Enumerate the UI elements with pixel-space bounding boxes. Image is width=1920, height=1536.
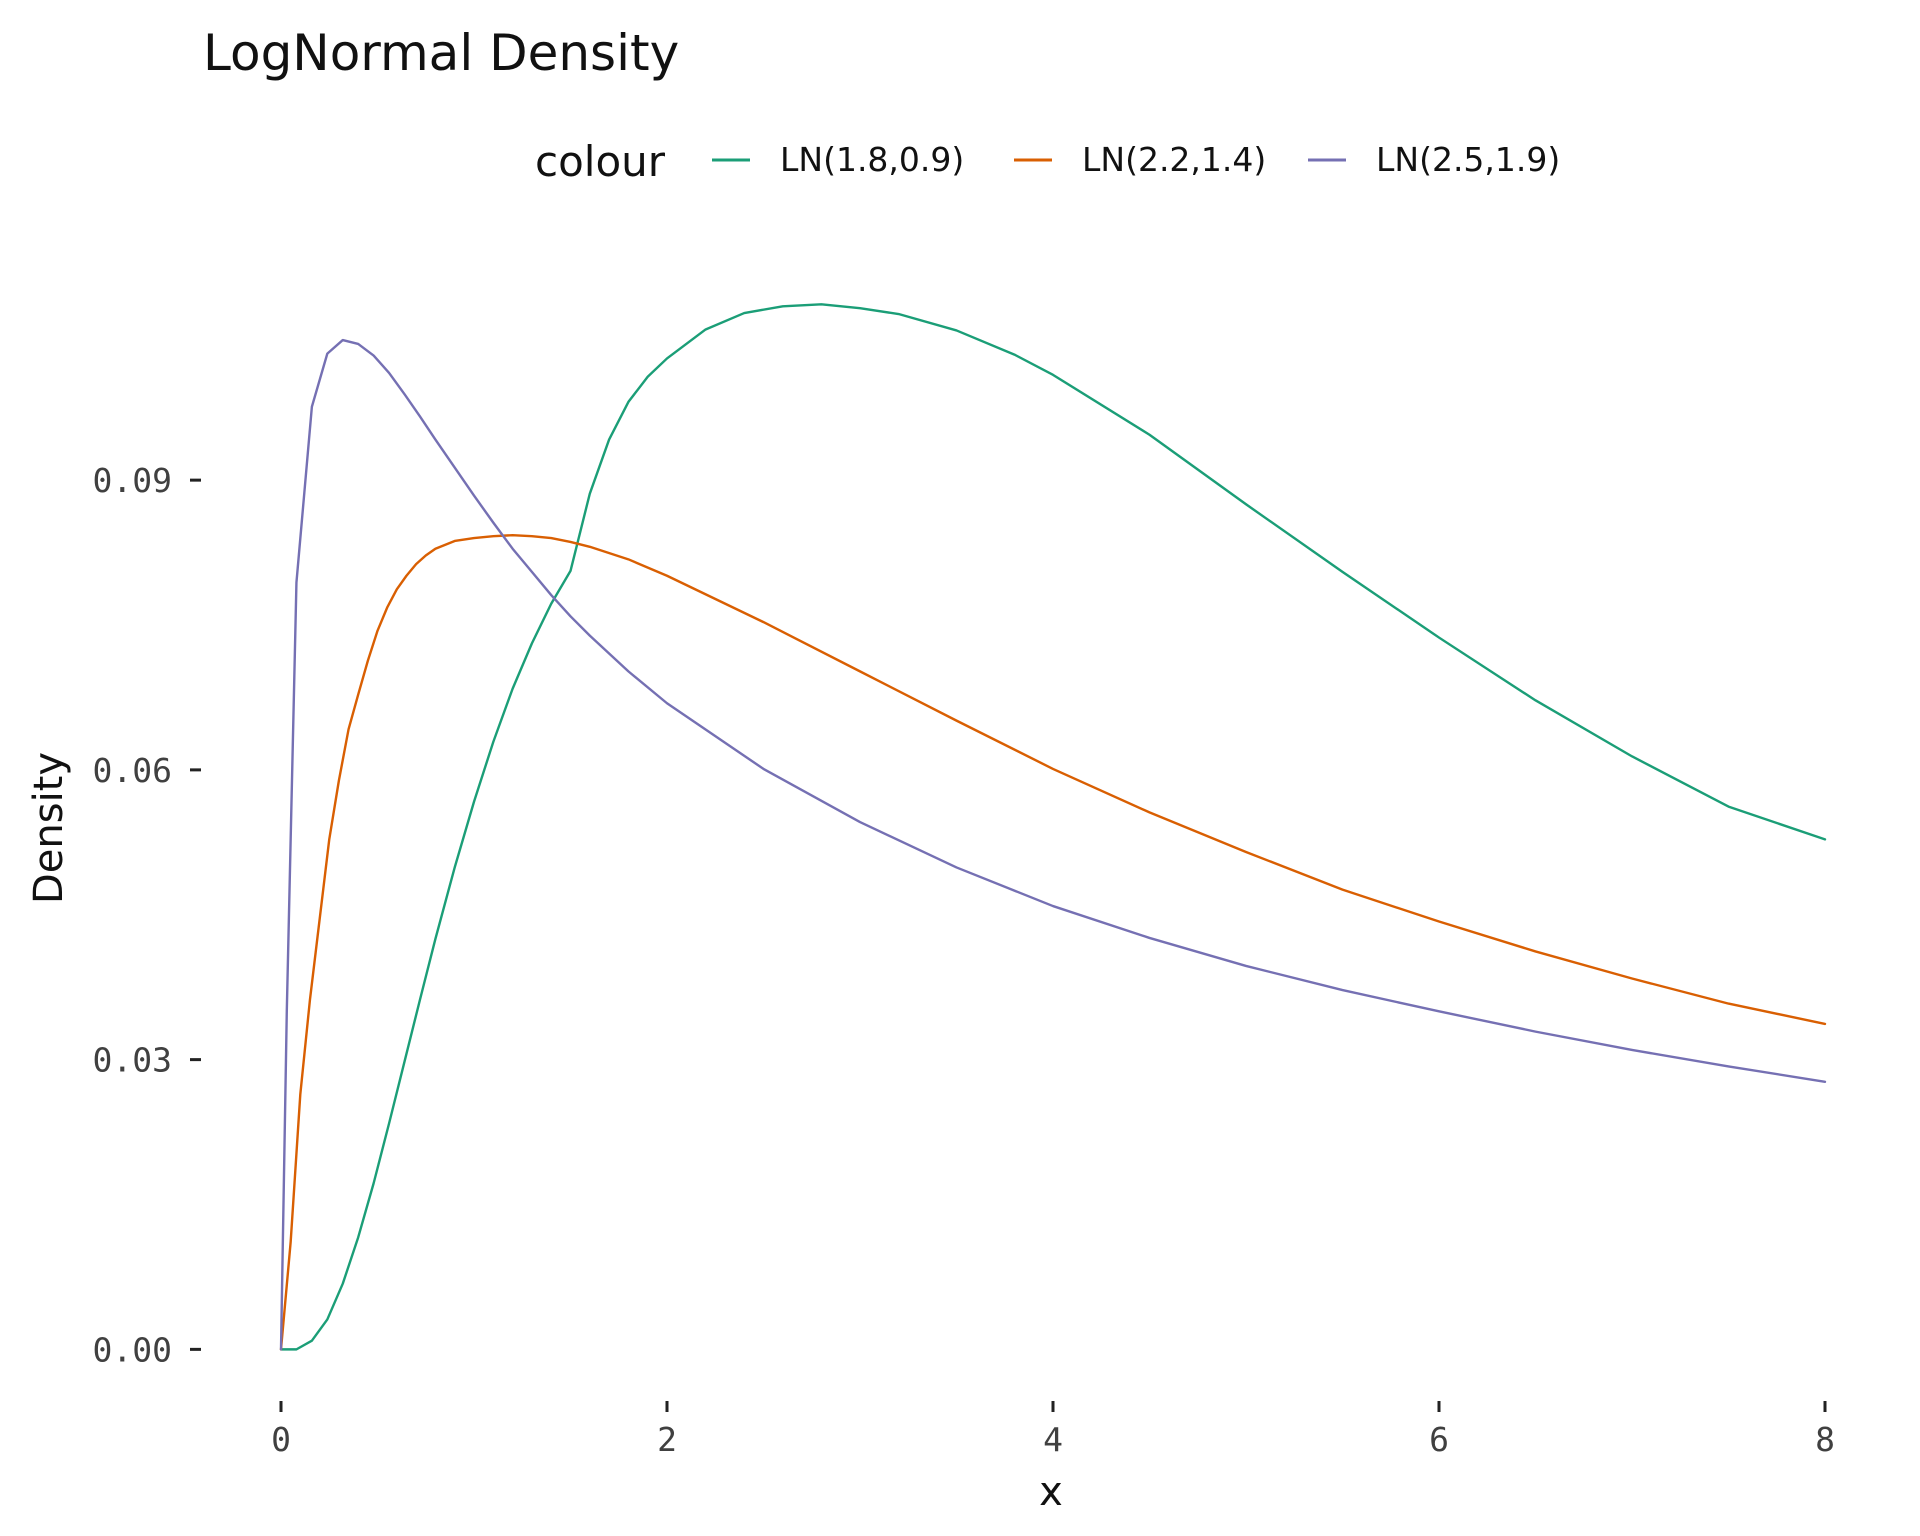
legend-title: colour: [535, 137, 666, 186]
x-tick-label-4: 4: [1043, 1420, 1063, 1459]
x-axis: 0 2 4 6 8: [271, 1401, 1835, 1459]
x-tick-label-8: 8: [1815, 1420, 1835, 1459]
legend-item-ln-1-8-0-9: LN(1.8,0.9): [712, 140, 964, 179]
series-line-ln-1-8-0-9: [279, 303, 1827, 1351]
legend-item-ln-2-2-1-4: LN(2.2,1.4): [1014, 140, 1266, 179]
x-tick-label-2: 2: [657, 1420, 677, 1459]
legend-label-ln-1-8-0-9: LN(1.8,0.9): [780, 140, 964, 179]
legend-label-ln-2-2-1-4: LN(2.2,1.4): [1082, 140, 1266, 179]
y-tick-label-0-06: 0.06: [93, 751, 172, 790]
y-axis-title: Density: [26, 752, 72, 904]
y-axis: 0.00 0.03 0.06 0.09: [93, 461, 201, 1369]
series-line-ln-2-5-1-9: [279, 338, 1827, 1351]
series-line-ln-2-2-1-4: [279, 533, 1827, 1351]
y-tick-label-0-09: 0.09: [93, 461, 172, 500]
chart-title: LogNormal Density: [203, 24, 679, 82]
x-tick-label-0: 0: [271, 1420, 291, 1459]
plot-area: [279, 303, 1827, 1351]
y-tick-label-0-00: 0.00: [93, 1330, 172, 1369]
legend-item-ln-2-5-1-9: LN(2.5,1.9): [1308, 140, 1560, 179]
legend-label-ln-2-5-1-9: LN(2.5,1.9): [1376, 140, 1560, 179]
x-tick-label-6: 6: [1429, 1420, 1449, 1459]
x-axis-title: x: [1039, 1469, 1063, 1515]
y-tick-label-0-03: 0.03: [93, 1041, 172, 1080]
